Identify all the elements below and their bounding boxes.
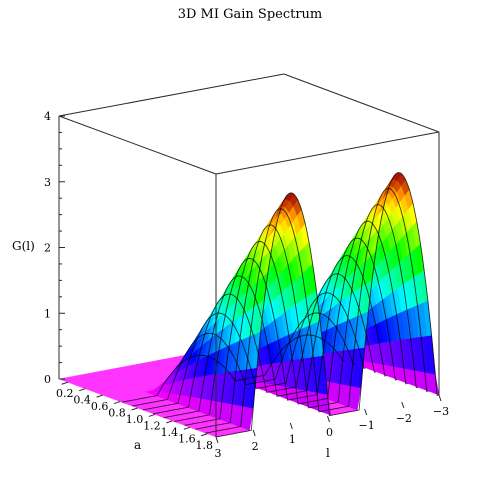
- z-axis: 0 1 2 3 4: [44, 110, 65, 386]
- x-tick-label: 1.2: [143, 419, 161, 432]
- x-tick-label: 1.8: [196, 439, 214, 452]
- y-tick-label: −1: [359, 419, 375, 432]
- x-tick-label: 0.4: [73, 394, 91, 407]
- z-tick-label: 4: [44, 110, 51, 123]
- axis-tick: [364, 408, 368, 416]
- surface-plot: [58, 172, 440, 438]
- axis-tick: [438, 394, 442, 402]
- mesh-line: [153, 273, 377, 415]
- x-axis: 0.2 0.4 0.6 0.8 1.0 1.2 1.4 1.6 1.8: [56, 381, 214, 452]
- axis-tick: [201, 433, 208, 437]
- y-tick-label: −2: [396, 412, 412, 425]
- x-tick-label: 0.8: [108, 407, 126, 420]
- y-tick-label: 2: [252, 440, 259, 453]
- axis-tick: [401, 401, 405, 409]
- axis-tick: [215, 436, 219, 444]
- y-tick-label: 3: [215, 447, 222, 460]
- axis-tick: [166, 420, 173, 424]
- z-tick-label: 0: [44, 373, 51, 386]
- z-axis-label: G(l): [12, 239, 35, 253]
- axis-tick: [131, 407, 138, 411]
- z-tick-label: 3: [44, 176, 51, 189]
- z-tick-label: 2: [44, 242, 51, 255]
- z-tick-label: 1: [44, 307, 51, 320]
- x-tick-label: 1.0: [126, 413, 144, 426]
- x-axis-label: a: [134, 438, 141, 452]
- axis-tick: [289, 422, 293, 430]
- chart-title: 3D MI Gain Spectrum: [178, 7, 323, 22]
- x-tick-label: 1.4: [161, 426, 179, 439]
- y-tick-label: 1: [289, 433, 296, 446]
- y-tick-label: −3: [433, 405, 449, 418]
- y-axis: 3 2 1 0 −1 −2 −3: [215, 394, 449, 460]
- mesh-line: [142, 292, 366, 411]
- axis-tick: [96, 394, 103, 398]
- axis-tick: [327, 415, 330, 423]
- box-front: [58, 115, 440, 437]
- x-tick-label: 0.2: [56, 387, 74, 400]
- y-tick-label: 0: [326, 426, 333, 439]
- mesh-line: [215, 172, 440, 438]
- mesh-line: [184, 220, 408, 426]
- axis-tick: [61, 381, 68, 385]
- axis-tick: [183, 426, 190, 430]
- mesh-line: [174, 237, 398, 422]
- mesh-line: [121, 334, 345, 403]
- axis-tick: [113, 401, 121, 405]
- x-tick-label: 1.6: [178, 432, 196, 445]
- mesh-line: [132, 312, 356, 407]
- x-tick-label: 0.6: [91, 400, 109, 413]
- mesh-line: [205, 187, 429, 434]
- mesh-line: [195, 204, 419, 430]
- y-axis-label: l: [326, 446, 330, 460]
- axis-tick: [79, 388, 86, 392]
- axis-tick: [252, 429, 256, 437]
- axis-tick: [148, 413, 156, 417]
